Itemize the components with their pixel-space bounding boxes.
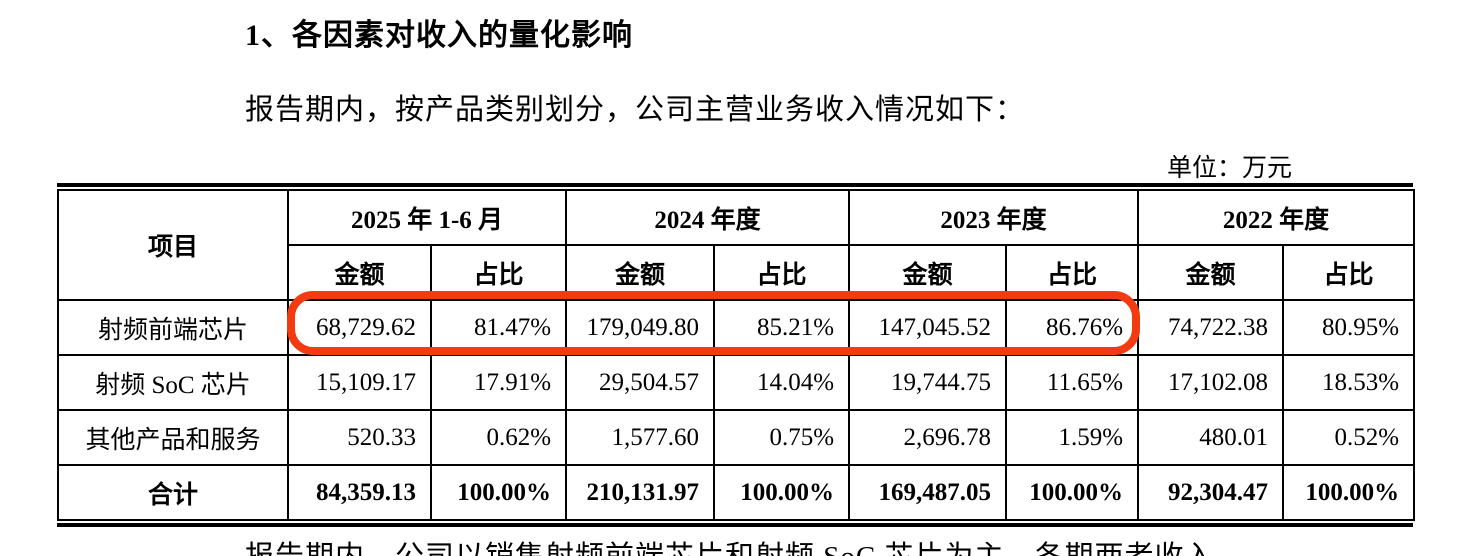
table-row-rf-soc: 射频 SoC 芯片 15,109.17 17.91% 29,504.57 14.… [57,354,1416,411]
ratio-cell: 0.75% [713,409,851,466]
amount-cell: 147,045.52 [848,299,1008,356]
subheader-amount: 金额 [1137,244,1285,301]
ratio-cell: 17.91% [429,354,568,411]
amount-cell: 92,304.47 [1137,464,1285,521]
period-header-2023: 2023 年度 [848,189,1140,246]
table-row-total: 合计 84,359.13 100.00% 210,131.97 100.00% … [57,464,1416,521]
amount-cell: 17,102.08 [1137,354,1285,411]
ratio-cell: 80.95% [1282,299,1416,356]
subheader-amount: 金额 [848,244,1008,301]
row-label: 射频前端芯片 [57,299,289,356]
amount-cell: 480.01 [1137,409,1285,466]
row-label: 其他产品和服务 [57,409,289,466]
section-heading: 1、各因素对收入的量化影响 [245,19,633,52]
header-row-periods: 项目 2025 年 1-6 月 2024 年度 2023 年度 2022 年度 [57,189,1416,301]
ratio-cell: 11.65% [1005,354,1140,411]
unit-label: 单位：万元 [1166,155,1292,182]
table-row-other-products: 其他产品和服务 520.33 0.62% 1,577.60 0.75% 2,69… [57,409,1416,466]
ratio-cell: 81.47% [429,299,568,356]
row-label-total: 合计 [57,464,289,521]
ratio-cell: 0.52% [1282,409,1416,466]
ratio-cell: 1.59% [1005,409,1140,466]
amount-cell: 2,696.78 [848,409,1008,466]
amount-cell: 19,744.75 [848,354,1008,411]
ratio-cell: 18.53% [1282,354,1416,411]
amount-cell: 210,131.97 [565,464,716,521]
amount-cell: 15,109.17 [287,354,432,411]
ratio-cell: 85.21% [713,299,851,356]
amount-cell: 74,722.38 [1137,299,1285,356]
ratio-cell: 0.62% [429,409,568,466]
period-header-2025: 2025 年 1-6 月 [286,189,568,246]
revenue-table: 项目 2025 年 1-6 月 2024 年度 2023 年度 2022 年度 … [57,189,1416,521]
amount-cell: 68,729.62 [287,299,432,356]
subheader-amount: 金额 [287,244,432,301]
intro-paragraph: 报告期内，按产品类别划分，公司主营业务收入情况如下： [245,94,1026,126]
period-header-2022: 2022 年度 [1137,189,1416,246]
amount-cell: 1,577.60 [565,409,716,466]
footer-paragraph-clipped: 报告期内，公司以销售射频前端芯片和射频 SoC 芯片为主，各期两者收入 [245,533,1214,556]
amount-cell: 84,359.13 [287,464,432,521]
subheader-ratio: 占比 [713,244,851,301]
amount-cell: 520.33 [287,409,432,466]
revenue-table-wrapper: 项目 2025 年 1-6 月 2024 年度 2023 年度 2022 年度 … [57,183,1416,527]
ratio-cell: 100.00% [1005,464,1140,521]
ratio-cell: 100.00% [1282,464,1416,521]
subheader-amount: 金额 [565,244,716,301]
ratio-cell: 86.76% [1005,299,1140,356]
ratio-cell: 100.00% [713,464,851,521]
ratio-cell: 14.04% [713,354,851,411]
subheader-ratio: 占比 [1005,244,1140,301]
amount-cell: 169,487.05 [848,464,1008,521]
subheader-ratio: 占比 [1282,244,1416,301]
row-label: 射频 SoC 芯片 [57,354,289,411]
amount-cell: 179,049.80 [565,299,716,356]
amount-cell: 29,504.57 [565,354,716,411]
subheader-ratio: 占比 [429,244,568,301]
ratio-cell: 100.00% [429,464,568,521]
table-row-rf-frontend: 射频前端芯片 68,729.62 81.47% 179,049.80 85.21… [57,299,1416,356]
period-header-2024: 2024 年度 [565,189,851,246]
corner-header-cell: 项目 [57,189,289,301]
